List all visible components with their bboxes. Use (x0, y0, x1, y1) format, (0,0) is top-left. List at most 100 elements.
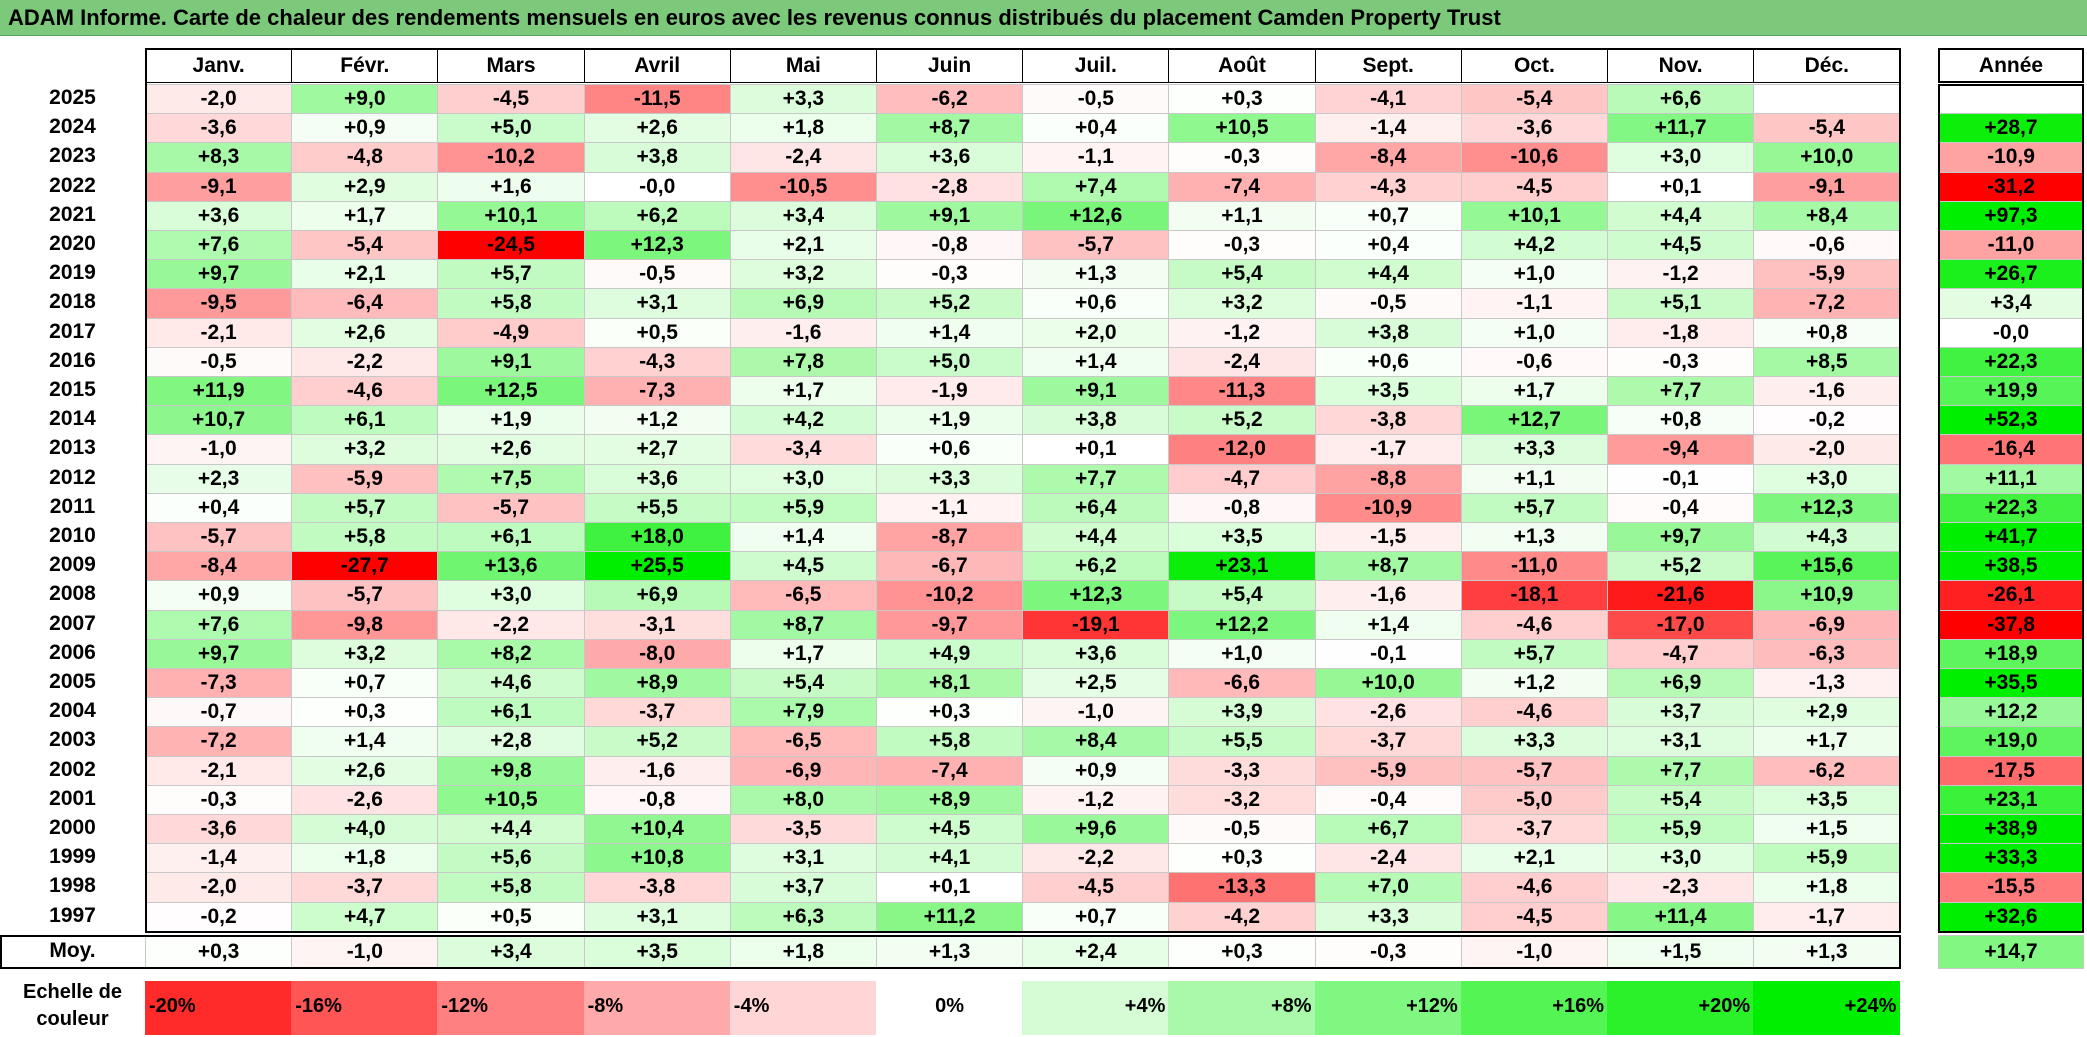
heatmap-cell: -9,5 (145, 288, 293, 319)
heatmap-cell: +0,3 (291, 697, 439, 728)
heatmap-cell: -1,2 (1607, 259, 1755, 290)
year-label: 1998 (49, 874, 96, 898)
heatmap-cell: +3,4 (729, 200, 877, 231)
heatmap-cell: +5,9 (1753, 843, 1901, 874)
heatmap-cell: -2,0 (145, 872, 293, 903)
heatmap-cell: -0,8 (876, 230, 1024, 261)
annual-cell: -11,0 (1938, 230, 2084, 261)
color-scale-swatch: +12% (1314, 981, 1462, 1035)
color-scale-swatch: +20% (1607, 981, 1755, 1035)
heatmap-cell: +3,2 (729, 259, 877, 290)
heatmap-cell: +2,6 (437, 434, 585, 465)
heatmap-cell: +3,1 (729, 843, 877, 874)
heatmap-cell: -0,5 (1022, 84, 1170, 115)
heatmap-cell: -2,8 (876, 171, 1024, 202)
heatmap-cell: -4,7 (1607, 638, 1755, 669)
heatmap-cell: +3,9 (1168, 697, 1316, 728)
heatmap-cell: -2,6 (1314, 697, 1462, 728)
heatmap-cell: +2,6 (291, 755, 439, 786)
annual-cell: +19,9 (1938, 376, 2084, 407)
heatmap-cell: +5,4 (729, 668, 877, 699)
average-cell: -0,3 (1314, 934, 1462, 969)
heatmap-cell: +0,6 (1022, 288, 1170, 319)
heatmap-cell: -4,5 (1460, 171, 1608, 202)
heatmap-cell: -3,6 (145, 113, 293, 144)
heatmap-cell: -1,0 (145, 434, 293, 465)
heatmap-cell: +9,8 (437, 755, 585, 786)
year-label: 2007 (49, 611, 96, 635)
color-scale-swatch: -8% (583, 981, 731, 1035)
heatmap-cell: -0,5 (1314, 288, 1462, 319)
heatmap-cell: +9,0 (291, 84, 439, 115)
heatmap-cell: +5,9 (1607, 814, 1755, 845)
heatmap-cell: +1,9 (437, 405, 585, 436)
heatmap-cell: -3,6 (1460, 113, 1608, 144)
heatmap-cell: +12,3 (583, 230, 731, 261)
heatmap-cell: -4,1 (1314, 84, 1462, 115)
heatmap-cell: -3,5 (729, 814, 877, 845)
year-label: 1999 (49, 845, 96, 869)
heatmap-cell: -17,0 (1607, 609, 1755, 640)
year-label: 2011 (49, 494, 96, 518)
heatmap-cell: -2,1 (145, 317, 293, 348)
heatmap-cell: -0,4 (1607, 492, 1755, 523)
heatmap-cell: +7,5 (437, 463, 585, 494)
heatmap-cell: +1,0 (1460, 317, 1608, 348)
year-label: 2001 (49, 786, 96, 810)
annual-cell: +3,4 (1938, 288, 2084, 319)
heatmap-cell: -1,7 (1753, 901, 1901, 932)
heatmap-cell: -2,4 (1314, 843, 1462, 874)
heatmap-cell: +4,4 (1314, 259, 1462, 290)
heatmap-cell: -3,7 (1314, 726, 1462, 757)
year-label: 2012 (49, 465, 96, 489)
heatmap-cell: -0,3 (1607, 346, 1755, 377)
heatmap-cell: +3,0 (729, 463, 877, 494)
month-header: Avril (583, 48, 731, 83)
heatmap-cell: -4,6 (1460, 697, 1608, 728)
heatmap-cell: -5,9 (1753, 259, 1901, 290)
heatmap-cell: +2,6 (291, 317, 439, 348)
heatmap-cell: -18,1 (1460, 580, 1608, 611)
heatmap-cell: +12,7 (1460, 405, 1608, 436)
heatmap-cell: +3,6 (145, 200, 293, 231)
heatmap-cell: +7,7 (1607, 376, 1755, 407)
heatmap-cell: +4,4 (437, 814, 585, 845)
heatmap-cell: +7,4 (1022, 171, 1170, 202)
heatmap-cell: +4,4 (1607, 200, 1755, 231)
heatmap-cell: +0,1 (1022, 434, 1170, 465)
heatmap-cell: +8,9 (583, 668, 731, 699)
heatmap-cell: +12,6 (1022, 200, 1170, 231)
heatmap-cell: +12,5 (437, 376, 585, 407)
heatmap-cell: +1,0 (1460, 259, 1608, 290)
annual-cell: +26,7 (1938, 259, 2084, 290)
average-cell: +3,4 (437, 934, 585, 969)
heatmap-cell: -0,3 (876, 259, 1024, 290)
annual-cell: -17,5 (1938, 755, 2084, 786)
heatmap-cell: +5,5 (1168, 726, 1316, 757)
month-header: Août (1168, 48, 1316, 83)
annual-cell: +35,5 (1938, 668, 2084, 699)
heatmap-cell: +4,6 (437, 668, 585, 699)
heatmap-cell: +1,7 (729, 638, 877, 669)
heatmap-cell: +10,0 (1314, 668, 1462, 699)
heatmap-cell: +9,1 (437, 346, 585, 377)
average-cell: -1,0 (1460, 934, 1608, 969)
heatmap-cell: +10,0 (1753, 142, 1901, 173)
heatmap-cell: +1,7 (729, 376, 877, 407)
heatmap-cell: -2,6 (291, 784, 439, 815)
heatmap-cell: -9,7 (876, 609, 1024, 640)
year-label: 2020 (49, 232, 96, 255)
heatmap-cell: +1,4 (729, 522, 877, 553)
heatmap-cell: +8,9 (876, 784, 1024, 815)
color-scale-swatch: +8% (1168, 981, 1316, 1035)
heatmap-cell: +5,2 (583, 726, 731, 757)
year-label: 2003 (49, 728, 96, 752)
heatmap-cell: -1,6 (583, 755, 731, 786)
heatmap-cell: +1,2 (1460, 668, 1608, 699)
heatmap-cell: +10,1 (437, 200, 585, 231)
annual-cell: -31,2 (1938, 171, 2084, 202)
heatmap-cell: +13,6 (437, 551, 585, 582)
page-title: ADAM Informe. Carte de chaleur des rende… (0, 0, 2087, 36)
heatmap-cell: +4,4 (1022, 522, 1170, 553)
heatmap-cell: +25,5 (583, 551, 731, 582)
